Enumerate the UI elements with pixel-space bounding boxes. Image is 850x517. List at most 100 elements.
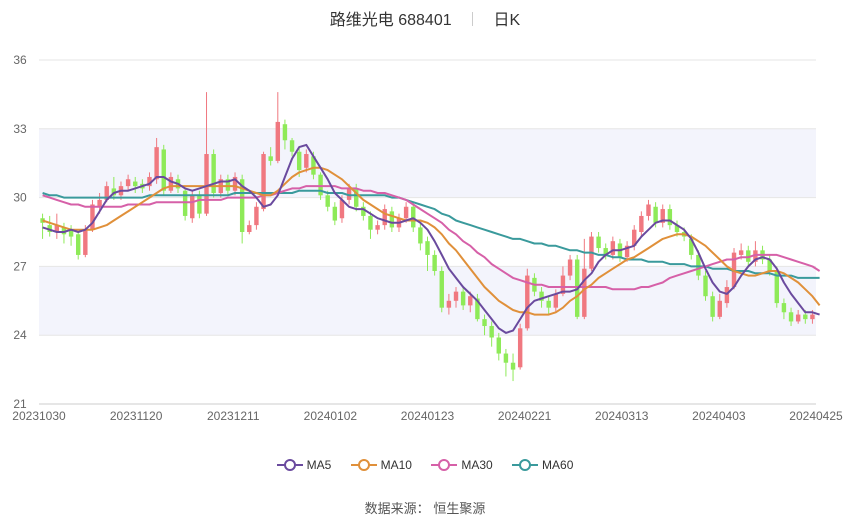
candle-body xyxy=(781,303,787,313)
x-tick-label: 20240313 xyxy=(595,409,649,423)
data-source: 数据来源： 恒生聚源 xyxy=(0,498,850,517)
candle-body xyxy=(125,179,131,187)
candle-body xyxy=(468,296,473,306)
candle-body xyxy=(553,293,559,308)
candle-body xyxy=(710,296,715,317)
candle-body xyxy=(403,206,409,219)
legend-item-ma30[interactable]: MA30 xyxy=(431,458,493,472)
candle-body xyxy=(289,140,295,152)
candle-body xyxy=(168,176,174,191)
candle-body xyxy=(54,225,60,232)
candle-body xyxy=(803,314,808,320)
candle-body xyxy=(190,195,195,219)
x-tick-label: 20240425 xyxy=(789,409,843,423)
candle-body xyxy=(582,268,587,317)
candle-body xyxy=(460,291,466,306)
candle-body xyxy=(603,248,608,255)
chart-header: 路维光电 688401 日K xyxy=(0,6,850,30)
candle-body xyxy=(560,275,566,294)
candle-body xyxy=(182,190,188,216)
candle-body xyxy=(674,225,680,232)
legend-item-ma5[interactable]: MA5 xyxy=(276,458,332,472)
candle-body xyxy=(325,195,330,207)
candle-body xyxy=(689,238,694,255)
candle-body xyxy=(546,300,551,308)
legend-item-ma10[interactable]: MA10 xyxy=(350,458,412,472)
candle-body xyxy=(75,234,81,255)
candle-body xyxy=(646,204,651,216)
candle-body xyxy=(717,300,722,317)
candle-body xyxy=(197,195,202,214)
candle-body xyxy=(525,275,530,329)
ma-line-ma5 xyxy=(42,143,820,334)
candle-body xyxy=(133,181,138,187)
candle-body xyxy=(232,176,238,191)
y-tick-label: 36 xyxy=(13,53,27,67)
candle-body xyxy=(425,241,430,255)
candle-body xyxy=(453,291,459,301)
candle-body xyxy=(432,254,437,271)
candle-body xyxy=(746,250,751,262)
x-tick-label: 20240102 xyxy=(304,409,358,423)
candle-body xyxy=(282,124,288,141)
candle-body xyxy=(375,225,380,230)
candle-body xyxy=(767,259,772,271)
candle-body xyxy=(68,229,74,237)
legend-label-ma10: MA10 xyxy=(380,458,412,472)
candle-body xyxy=(104,186,109,200)
candle-body xyxy=(596,236,601,249)
legend-label-ma5: MA5 xyxy=(306,458,332,472)
candle-body xyxy=(90,204,95,230)
candle-body xyxy=(296,151,302,171)
period-label[interactable]: 日K xyxy=(493,12,521,29)
candle-body xyxy=(47,225,52,232)
legend-item-ma60[interactable]: MA60 xyxy=(512,458,573,472)
candle-body xyxy=(61,227,67,235)
candle-body xyxy=(204,154,209,214)
candle-body xyxy=(261,154,266,210)
grid-band xyxy=(39,266,816,336)
candle-body xyxy=(346,188,352,200)
source-value: 恒生聚源 xyxy=(433,501,486,516)
candle-body xyxy=(311,156,316,175)
candle-body xyxy=(154,147,159,180)
candle-body xyxy=(632,229,637,246)
candle-body xyxy=(239,179,245,232)
candle-body xyxy=(439,270,444,308)
candle-body xyxy=(318,174,323,196)
legend-marker-ma10 xyxy=(350,459,377,471)
candle-body xyxy=(567,259,573,276)
candle-body xyxy=(610,241,616,255)
legend-label-ma30: MA30 xyxy=(461,458,493,472)
candle-body xyxy=(83,229,88,255)
header-divider xyxy=(472,12,474,26)
candle-body xyxy=(275,121,281,161)
candle-body xyxy=(703,275,708,297)
candle-body xyxy=(361,206,366,216)
candle-body xyxy=(368,215,373,230)
legend-marker-ma5 xyxy=(276,459,303,471)
x-tick-label: 20240123 xyxy=(401,409,455,423)
candle-body xyxy=(795,314,801,322)
candle-body xyxy=(653,206,658,223)
candle-body xyxy=(774,270,780,304)
y-tick-label: 27 xyxy=(13,259,27,273)
legend-marker-ma60 xyxy=(512,459,539,471)
candle-body xyxy=(482,319,487,327)
chart-title: 路维光电 688401 xyxy=(329,12,452,29)
x-tick-label: 20231211 xyxy=(207,409,260,423)
candle-body xyxy=(496,337,501,354)
candle-body xyxy=(667,209,673,226)
candle-body xyxy=(738,250,744,255)
x-tick-label: 20231120 xyxy=(110,409,163,423)
legend-label-ma60: MA60 xyxy=(542,458,574,472)
candle-body xyxy=(111,188,117,196)
candle-body xyxy=(489,326,494,338)
candle-body xyxy=(539,291,544,301)
candle-body xyxy=(268,156,273,161)
candle-body xyxy=(810,314,815,320)
x-tick-label: 20231030 xyxy=(12,409,66,423)
candle-body xyxy=(660,209,665,223)
y-tick-label: 30 xyxy=(13,191,27,205)
